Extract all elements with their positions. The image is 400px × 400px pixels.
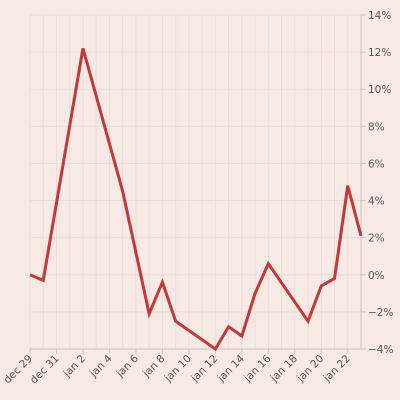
grid: [29, 14, 362, 350]
y-tick-label: 8%: [368, 121, 385, 133]
x-tick-label: jan 20: [294, 353, 326, 385]
x-tick-label: jan 2: [60, 353, 88, 381]
series-line: [29, 47, 363, 352]
y-tick-label: −4%: [368, 344, 393, 356]
y-axis-ticks: 14% 12% 10% 8% 6% 4% 2% 0% −2% −4%: [361, 10, 393, 356]
y-tick-label: 2%: [368, 233, 385, 245]
series-group: [29, 47, 363, 352]
x-tick-label: jan 18: [268, 353, 300, 385]
x-tick-label: jan 6: [113, 352, 141, 380]
x-tick-label: jan 12: [188, 353, 220, 385]
x-tick-label: dec 31: [28, 353, 62, 387]
x-tick-label: jan 10: [162, 353, 194, 385]
y-tick-label: 6%: [368, 158, 385, 170]
axes: [30, 15, 362, 350]
y-tick-label: 14%: [368, 10, 391, 22]
x-tick-label: jan 4: [87, 352, 115, 380]
y-tick-label: −2%: [368, 307, 393, 319]
y-tick-label: 10%: [368, 84, 391, 96]
y-tick-label: 0%: [368, 270, 385, 282]
y-tick-label: 4%: [368, 196, 385, 208]
x-tick-label: jan 16: [241, 352, 274, 385]
x-tick-label: jan 14: [215, 352, 248, 385]
y-tick-label: 12%: [368, 47, 391, 59]
x-tick-label: jan 22: [321, 353, 353, 385]
